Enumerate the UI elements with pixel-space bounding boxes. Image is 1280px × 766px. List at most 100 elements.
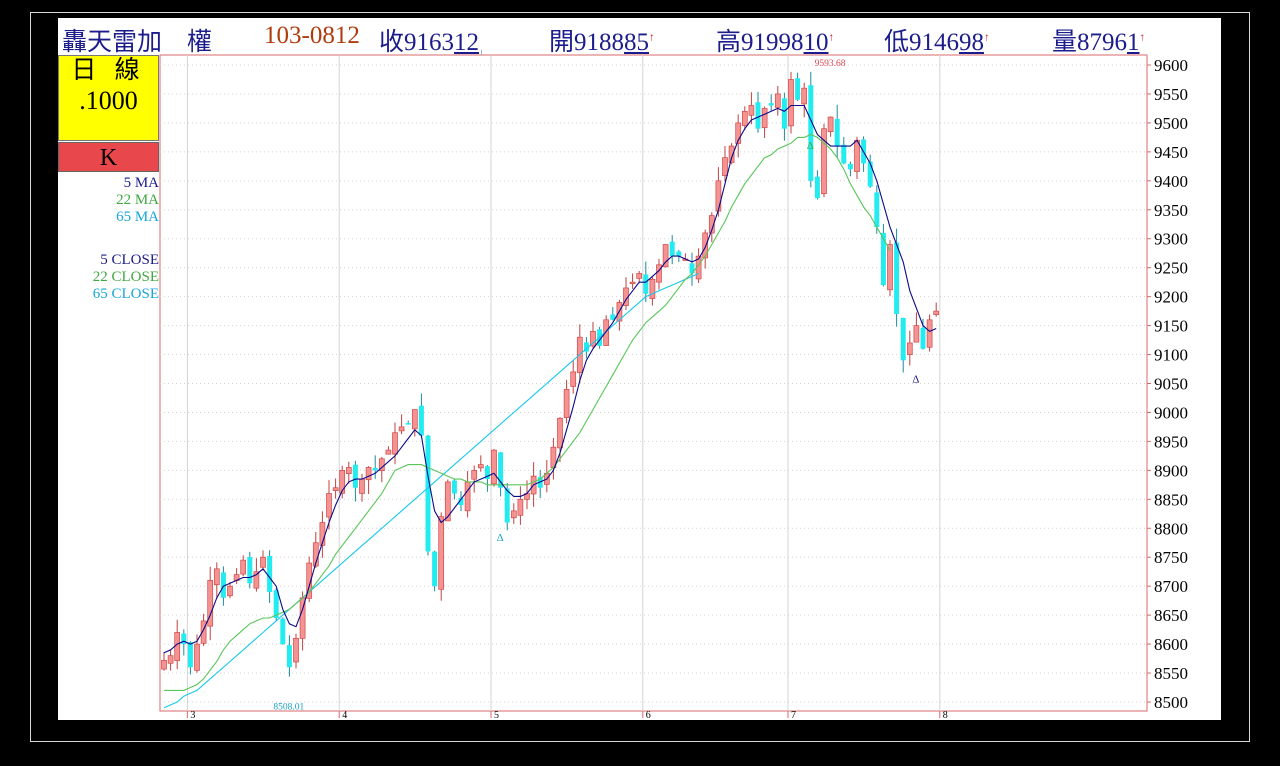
- candle-body: [801, 87, 808, 105]
- up-arrow-icon: ↑: [828, 31, 835, 44]
- candle-body: [610, 314, 616, 320]
- candle-body: [715, 180, 722, 212]
- candle-body: [827, 116, 834, 133]
- candle-body: [781, 98, 787, 129]
- candle-body: [854, 139, 860, 172]
- legend-ma22: 22 MA: [116, 192, 159, 208]
- y-tick-label: 9250: [1154, 259, 1188, 278]
- chart-panel: 轟天雷加 權 103-0812 收916312↓ 開918885↑ 高91998…: [58, 18, 1221, 720]
- candle-body: [808, 85, 814, 181]
- candle-body: [187, 642, 193, 668]
- candle-body: [418, 405, 424, 436]
- candle-body: [286, 645, 292, 668]
- candle-body: [887, 244, 893, 291]
- chart-kind-button[interactable]: K: [58, 142, 159, 172]
- month-label: 4: [342, 710, 347, 720]
- y-tick-label: 8850: [1154, 490, 1188, 509]
- candle-body: [880, 232, 886, 286]
- candle-body: [768, 103, 774, 106]
- y-tick-label: 8950: [1154, 432, 1188, 451]
- candle-body: [504, 488, 510, 523]
- y-tick-label: 9600: [1154, 56, 1188, 75]
- candle-body: [821, 128, 827, 195]
- candle-body: [253, 571, 260, 589]
- y-tick-label: 8700: [1154, 577, 1188, 596]
- period-label: 日 線: [71, 57, 146, 84]
- candle-body: [847, 163, 853, 170]
- candle-body: [926, 319, 933, 348]
- candle-body: [761, 108, 768, 129]
- candle-body: [510, 510, 517, 519]
- candle-body: [398, 426, 405, 432]
- up-arrow-icon: ↑: [1139, 31, 1146, 44]
- candle-body: [167, 655, 174, 664]
- candle-body: [240, 559, 247, 575]
- candle-body: [477, 464, 484, 469]
- y-tick-label: 8550: [1154, 664, 1188, 683]
- candle-body: [629, 281, 636, 285]
- candle-body: [220, 572, 226, 598]
- candle-body: [741, 110, 748, 126]
- candle-body: [425, 435, 431, 552]
- candle-body: [722, 157, 728, 177]
- candle-body: [498, 452, 504, 488]
- month-label: 3: [190, 710, 195, 720]
- candle-body: [906, 342, 913, 355]
- candle-body: [484, 466, 490, 480]
- candle-body: [438, 516, 445, 590]
- candle-body: [339, 470, 346, 494]
- signal-marker: Δ: [497, 532, 504, 544]
- candle-body: [669, 241, 675, 257]
- up-arrow-icon: ↑: [984, 31, 990, 44]
- open-quote: 開918885↑: [549, 29, 655, 56]
- y-tick-label: 9550: [1154, 85, 1188, 104]
- y-tick-label: 8650: [1154, 606, 1188, 625]
- period-value: .1000: [79, 86, 138, 115]
- y-tick-label: 8600: [1154, 635, 1188, 654]
- candle-body: [702, 232, 709, 259]
- candle-body: [273, 590, 279, 619]
- y-tick-label: 8750: [1154, 548, 1188, 567]
- y-tick-label: 9450: [1154, 143, 1188, 162]
- y-tick-label: 9000: [1154, 403, 1188, 422]
- candle-body: [834, 118, 840, 147]
- volume-quote: 量87961↑: [1052, 29, 1146, 56]
- candle-body: [933, 310, 940, 315]
- candle-body: [326, 493, 332, 518]
- candle-body: [795, 78, 801, 100]
- candle-body: [464, 481, 471, 512]
- candle-body: [444, 481, 451, 522]
- month-label: 6: [646, 710, 651, 720]
- candle-body: [392, 432, 398, 455]
- candle-body: [306, 562, 313, 599]
- candle-body: [603, 319, 610, 346]
- index-name: 轟天雷加 權: [62, 29, 213, 56]
- legend-close65: 65 CLOSE: [92, 286, 159, 302]
- candle-body: [728, 145, 735, 163]
- candle-body: [913, 325, 920, 343]
- candle-body: [662, 244, 669, 268]
- y-tick-label: 9100: [1154, 346, 1188, 365]
- legend-ma65: 65 MA: [116, 209, 159, 225]
- candle-body: [247, 556, 253, 584]
- candle-body: [590, 331, 596, 347]
- candle-body: [814, 176, 820, 199]
- candle-body: [213, 568, 220, 586]
- candle-body: [708, 215, 715, 234]
- price-annotation: 9593.68: [815, 59, 846, 69]
- candlestick-chart[interactable]: 9600 9550 9500 9450 9400 9350 9300 9250 9200 9150…: [58, 18, 1221, 720]
- candle-body: [748, 105, 755, 116]
- candle-body: [405, 423, 411, 425]
- candle-body: [874, 192, 880, 228]
- ma5-line: [163, 104, 937, 654]
- candle-body: [676, 251, 682, 257]
- month-label: 7: [791, 710, 796, 720]
- candle-body: [194, 643, 200, 671]
- candle-body: [174, 632, 181, 661]
- down-arrow-icon: ↓: [479, 47, 485, 59]
- candle-body: [491, 449, 497, 485]
- period-box[interactable]: 日 線 .1000: [58, 55, 159, 141]
- y-tick-label: 9400: [1154, 172, 1188, 191]
- legend-ma5: 5 MA: [123, 175, 159, 191]
- candle-body: [332, 487, 339, 492]
